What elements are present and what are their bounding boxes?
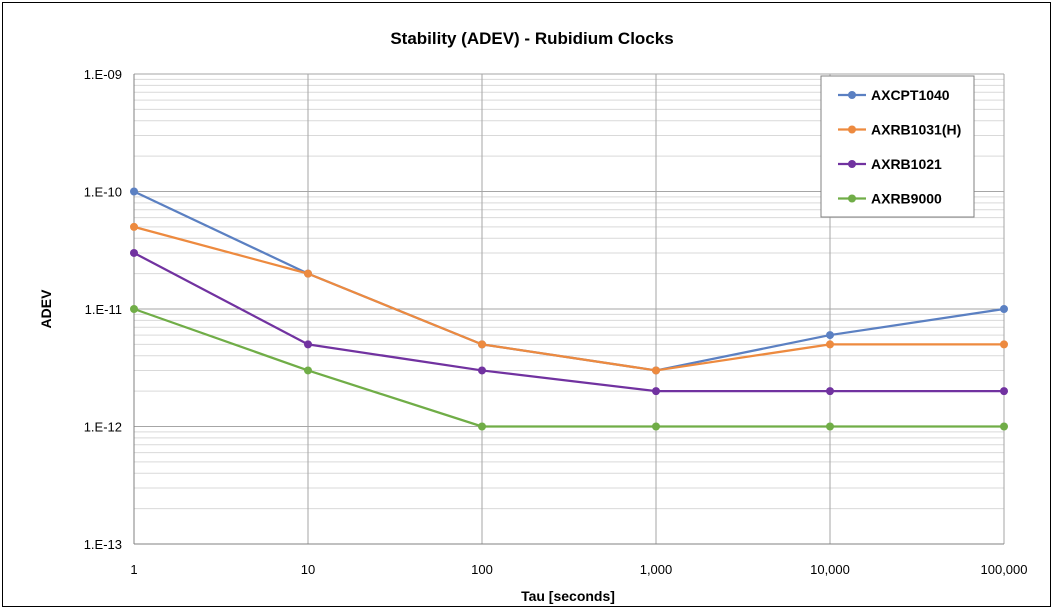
legend-swatch-marker bbox=[848, 125, 856, 134]
series-axrb9000 bbox=[130, 305, 1008, 431]
data-point bbox=[652, 366, 660, 375]
data-point bbox=[1000, 387, 1008, 396]
data-point bbox=[652, 387, 660, 396]
y-tick-label: 1.E-11 bbox=[85, 302, 122, 317]
x-tick-label: 10 bbox=[301, 562, 315, 577]
data-point bbox=[478, 340, 486, 349]
data-point bbox=[1000, 305, 1008, 313]
data-point bbox=[130, 248, 138, 257]
data-point bbox=[826, 422, 834, 431]
series-axrb1031-h- bbox=[130, 222, 1008, 375]
series-line bbox=[133, 225, 1004, 372]
data-point bbox=[304, 366, 312, 375]
legend-item: AXCPT1040 bbox=[838, 87, 950, 103]
legend-swatch-marker bbox=[848, 160, 856, 168]
data-point bbox=[130, 305, 138, 313]
data-point bbox=[826, 331, 834, 340]
y-tick-label: 1.E-09 bbox=[84, 67, 122, 82]
tick-labels: 1.E-13 1.E-12 1.E-11 1.E-10 1.E-09 1 10 100 1,00… bbox=[84, 67, 1028, 577]
data-point bbox=[130, 187, 138, 196]
data-point bbox=[652, 422, 660, 431]
y-tick-label: 1.E-12 bbox=[84, 420, 122, 435]
legend-swatch-marker bbox=[848, 194, 856, 203]
adev-line-chart: Stability (ADEV) - Rubidium Clocks 1.E-1… bbox=[38, 29, 1028, 604]
data-point bbox=[1000, 422, 1008, 431]
legend-item: AXRB1021 bbox=[838, 156, 942, 172]
legend-box bbox=[820, 75, 975, 218]
x-tick-label: 1 bbox=[130, 562, 137, 577]
legend-label: AXCPT1040 bbox=[871, 87, 950, 103]
chart-title: Stability (ADEV) - Rubidium Clocks bbox=[390, 29, 673, 48]
data-point bbox=[1000, 340, 1008, 349]
y-tick-label: 1.E-13 bbox=[84, 537, 122, 552]
x-tick-label: 10,000 bbox=[810, 562, 850, 577]
legend-item: AXRB9000 bbox=[838, 191, 942, 207]
legend: AXCPT1040 AXRB1031(H) AXRB1021 AXRB9000 bbox=[820, 75, 975, 218]
series-lines bbox=[130, 187, 1008, 431]
series-axrb1021 bbox=[130, 248, 1008, 396]
x-axis-label: Tau [seconds] bbox=[521, 588, 615, 604]
series-line bbox=[133, 307, 1004, 428]
data-point bbox=[478, 422, 486, 431]
legend-label: AXRB9000 bbox=[871, 191, 942, 207]
y-axis-label: ADEV bbox=[38, 289, 54, 329]
data-point bbox=[304, 269, 312, 278]
legend-label: AXRB1021 bbox=[871, 156, 942, 172]
y-tick-label: 1.E-10 bbox=[84, 185, 122, 200]
legend-item: AXRB1031(H) bbox=[838, 122, 961, 138]
data-point bbox=[130, 222, 138, 231]
legend-swatch-marker bbox=[848, 91, 856, 99]
data-point bbox=[826, 387, 834, 396]
legend-label: AXRB1031(H) bbox=[871, 122, 961, 138]
data-point bbox=[304, 340, 312, 349]
data-point bbox=[826, 340, 834, 349]
data-point bbox=[478, 366, 486, 375]
series-line bbox=[133, 251, 1004, 393]
x-tick-label: 1,000 bbox=[640, 562, 673, 577]
x-tick-label: 100 bbox=[471, 562, 493, 577]
x-tick-label: 100,000 bbox=[981, 562, 1028, 577]
